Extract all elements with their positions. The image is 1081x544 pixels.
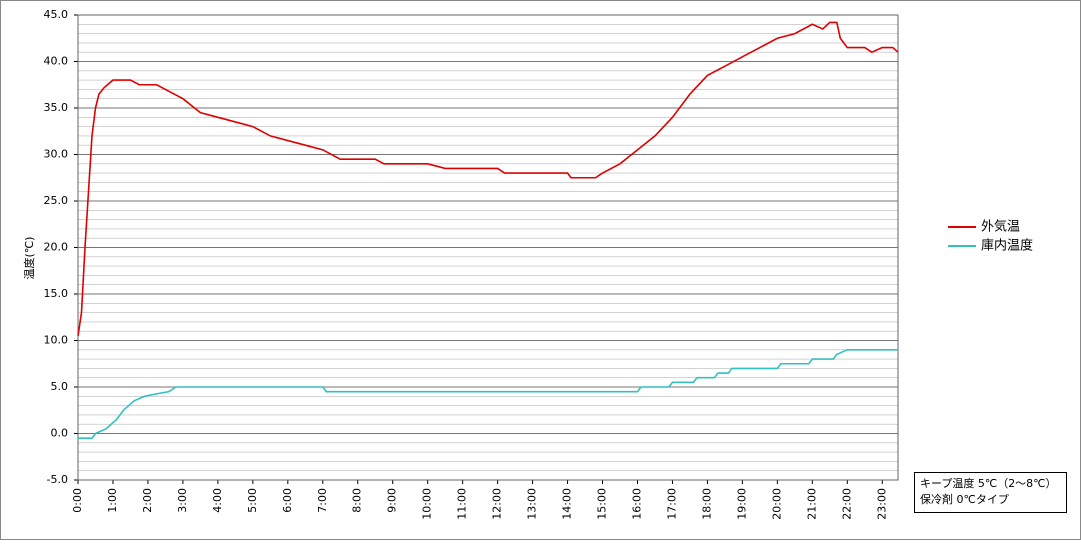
- y-tick-label: 15.0: [44, 287, 69, 300]
- x-tick-label: 1:00: [106, 488, 119, 513]
- x-tick-label: 3:00: [176, 488, 189, 513]
- line-series: [77, 21, 899, 336]
- y-tick-label: 30.0: [44, 148, 69, 161]
- x-tick-label: 23:00: [875, 488, 888, 520]
- x-tick-label: 18:00: [700, 488, 713, 520]
- x-tick-label: 12:00: [491, 488, 504, 520]
- x-tick-label: 13:00: [526, 488, 539, 520]
- x-tick-label: 2:00: [141, 488, 154, 513]
- y-tick-label: 25.0: [44, 194, 69, 207]
- y-tick-label: 20.0: [44, 241, 69, 254]
- x-tick-label: 19:00: [735, 488, 748, 520]
- y-tick-label: 0.0: [51, 427, 69, 440]
- y-axis-label: 温度(℃): [22, 237, 36, 280]
- y-tick-label: 40.0: [44, 55, 69, 68]
- note-box: [914, 472, 1067, 513]
- plot-frame: [77, 14, 899, 481]
- x-tick-label: 21:00: [805, 488, 818, 520]
- line-series: [78, 349, 898, 439]
- x-tick-label: 0:00: [71, 488, 84, 513]
- x-tick-label: 5:00: [246, 488, 259, 513]
- x-tick-label: 10:00: [421, 488, 434, 520]
- y-tick-label: -5.0: [47, 473, 68, 486]
- x-tick-label: 4:00: [211, 488, 224, 513]
- x-tick-label: 14:00: [561, 488, 574, 520]
- y-tick-label: 10.0: [44, 334, 69, 347]
- x-tick-label: 15:00: [596, 488, 609, 520]
- y-tick-label: 45.0: [44, 8, 69, 21]
- legend-label: 庫内温度: [981, 238, 1033, 254]
- x-tick-label: 7:00: [316, 488, 329, 513]
- note-line: キープ温度 5℃（2～8℃）: [920, 476, 1057, 490]
- x-tick-label: 17:00: [665, 488, 678, 520]
- y-tick-label: 35.0: [44, 101, 69, 114]
- x-tick-label: 20:00: [770, 488, 783, 520]
- x-tick-label: 22:00: [840, 488, 853, 520]
- x-tick-label: 16:00: [630, 488, 643, 520]
- x-tick-label: 9:00: [386, 488, 399, 513]
- x-tick-label: 8:00: [351, 488, 364, 513]
- note-line: 保冷剤 0℃タイプ: [920, 492, 1009, 506]
- x-tick-label: 11:00: [456, 488, 469, 520]
- y-tick-label: 5.0: [51, 380, 69, 393]
- legend-label: 外気温: [981, 219, 1020, 235]
- x-tick-label: 6:00: [281, 488, 294, 513]
